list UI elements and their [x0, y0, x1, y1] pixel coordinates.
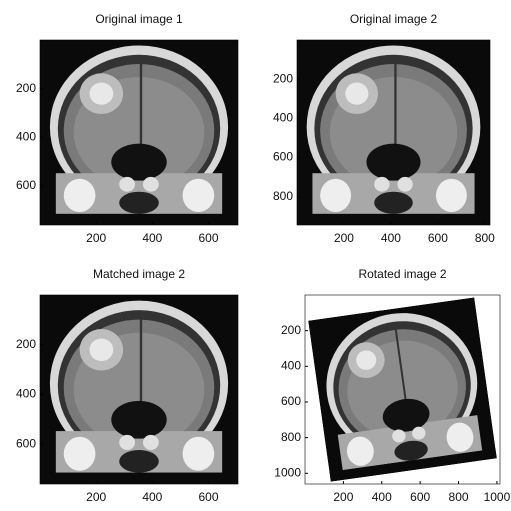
x-tick-label: 600: [410, 490, 430, 504]
x-tick-label: 800: [475, 231, 495, 245]
mri-image: [40, 295, 238, 484]
subplot-title: Matched image 2: [93, 267, 185, 281]
y-tick-label: 1000: [274, 465, 301, 479]
x-tick-label: 200: [333, 490, 353, 504]
x-tick-label: 200: [86, 490, 106, 504]
x-tick-label: 200: [86, 231, 106, 245]
y-tick-label: 800: [273, 189, 293, 203]
subplot: Rotated image 2 200 400 600 800 1000 200 400 600…: [274, 267, 510, 504]
y-tick-label: 400: [273, 110, 293, 124]
y-tick-label: 600: [16, 436, 36, 450]
mri-image: [40, 40, 238, 225]
x-tick-label: 600: [428, 231, 448, 245]
subplot-title: Original image 2: [350, 12, 438, 26]
x-tick-label: 400: [372, 490, 392, 504]
image-area: [40, 40, 238, 225]
y-tick-label: 400: [281, 358, 301, 372]
y-tick-label: 600: [273, 150, 293, 164]
image-area: [40, 295, 238, 484]
subplot: Original image 2 200 400 600 800 200 400 600 800: [273, 12, 495, 245]
subplot: Original image 1 200 400 600 200 400 600: [16, 12, 238, 245]
x-tick-label: 600: [198, 490, 218, 504]
y-tick-label: 200: [273, 71, 293, 85]
x-tick-label: 400: [381, 231, 401, 245]
figure: Original image 1200400600200400600Origin…: [0, 0, 511, 506]
mri-image: [297, 40, 490, 225]
subplot-title: Rotated image 2: [358, 267, 446, 281]
x-tick-label: 400: [142, 490, 162, 504]
image-area: [297, 40, 490, 225]
x-tick-label: 200: [334, 231, 354, 245]
y-tick-label: 200: [281, 323, 301, 337]
x-tick-label: 1000: [484, 490, 511, 504]
y-tick-label: 600: [16, 178, 36, 192]
subplot-title: Original image 1: [95, 12, 183, 26]
image-area: [305, 295, 500, 484]
y-tick-label: 800: [281, 430, 301, 444]
y-tick-label: 200: [16, 337, 36, 351]
subplot: Matched image 2 200 400 600 200 400 600: [16, 267, 238, 504]
y-tick-label: 400: [16, 130, 36, 144]
y-tick-label: 200: [16, 81, 36, 95]
x-tick-label: 400: [142, 231, 162, 245]
x-tick-label: 600: [198, 231, 218, 245]
y-tick-label: 600: [281, 394, 301, 408]
mri-image: [308, 297, 497, 481]
y-tick-label: 400: [16, 387, 36, 401]
x-tick-label: 800: [449, 490, 469, 504]
